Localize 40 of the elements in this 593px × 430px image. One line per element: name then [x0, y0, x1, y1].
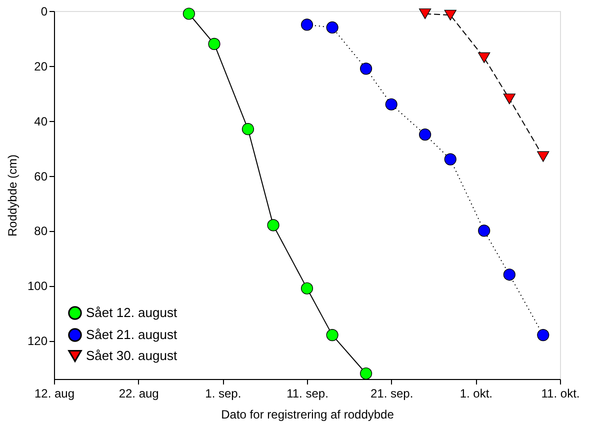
point — [208, 38, 220, 50]
legend-label: Sået 21. august — [86, 327, 178, 342]
y-tick-label: 100 — [27, 279, 48, 294]
point — [182, 8, 195, 20]
point — [419, 8, 432, 20]
point — [360, 62, 372, 75]
point — [300, 18, 314, 31]
point — [300, 282, 314, 294]
point — [326, 21, 338, 34]
point — [326, 329, 338, 342]
point — [444, 153, 456, 166]
point — [478, 224, 490, 237]
y-tick-label: 0 — [40, 4, 48, 18]
point — [537, 151, 550, 162]
point — [267, 219, 280, 232]
y-axis-title: Roddybde (cm) — [5, 154, 20, 237]
point — [444, 10, 456, 20]
x-tick-label: 1. sep. — [205, 386, 242, 400]
x-tick-label: 11. okt. — [541, 386, 580, 400]
point — [385, 98, 398, 110]
point — [419, 128, 432, 141]
x-axis-title: Dato for registrering af roddybde — [221, 408, 394, 422]
legend-label: Sået 30. august — [86, 348, 178, 363]
y-tick-label: 20 — [34, 59, 48, 74]
y-tick-label: 80 — [34, 224, 48, 238]
y-tick-label: 120 — [27, 334, 48, 348]
y-tick-label: 60 — [34, 169, 48, 184]
x-tick-label: 12. aug — [34, 386, 75, 400]
x-tick-label: 11. sep. — [286, 386, 328, 400]
point — [537, 329, 550, 342]
y-tick-label: 40 — [34, 114, 48, 128]
x-tick-label: 21. sep. — [370, 386, 414, 400]
point — [360, 367, 372, 380]
legend-label: Sået 12. august — [86, 305, 178, 320]
x-tick-label: 22. aug — [118, 386, 159, 400]
point — [503, 268, 516, 281]
x-tick-label: 1. okt. — [460, 386, 493, 400]
point — [478, 52, 490, 63]
point — [503, 94, 516, 104]
point — [242, 123, 254, 136]
